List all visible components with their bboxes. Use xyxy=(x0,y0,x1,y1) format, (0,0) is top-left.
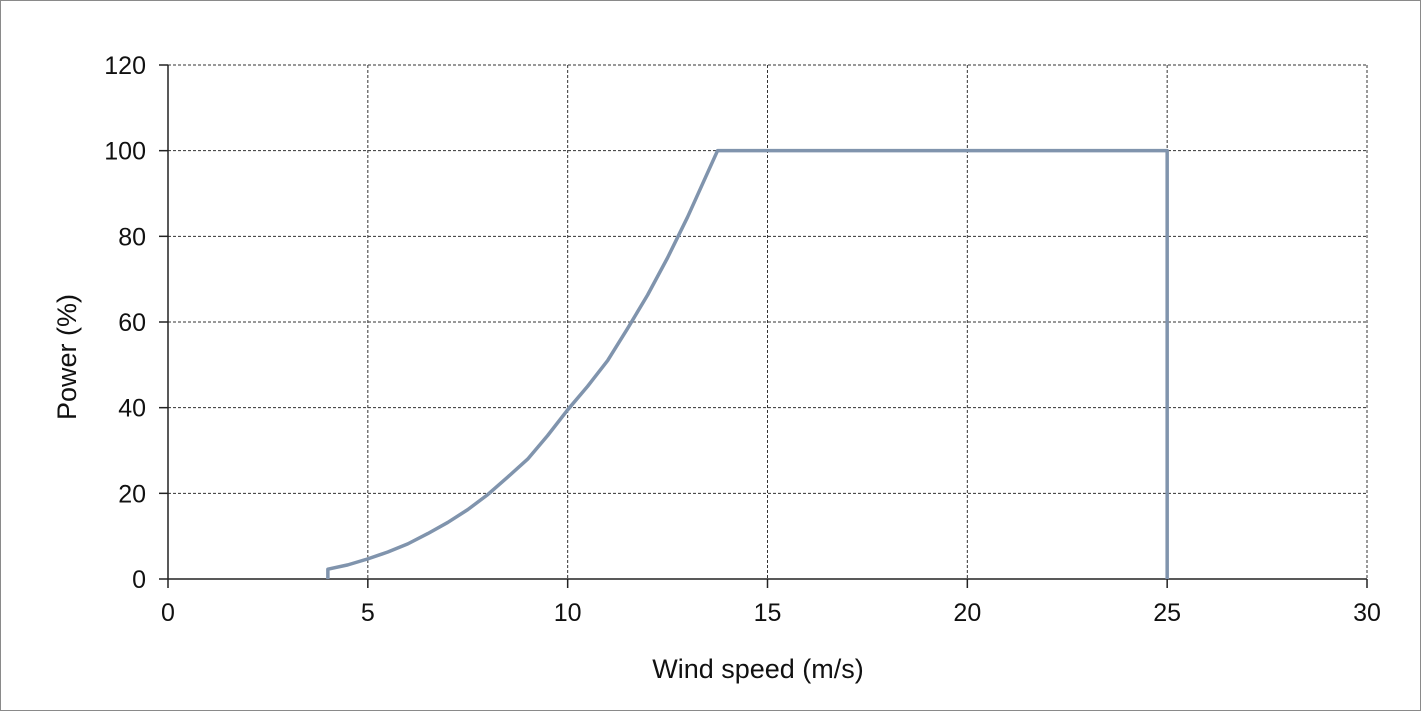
x-tick-label: 10 xyxy=(554,599,582,627)
y-tick-label: 20 xyxy=(118,480,146,508)
y-tick-label: 40 xyxy=(118,395,146,423)
y-tick-label: 120 xyxy=(104,52,146,80)
power-curve-line xyxy=(326,148,1169,579)
x-tick-label: 15 xyxy=(754,599,782,627)
y-tick-label: 80 xyxy=(118,223,146,251)
y-tick-label: 60 xyxy=(118,309,146,337)
y-tick-label: 0 xyxy=(132,566,146,594)
x-tick-label: 25 xyxy=(1153,599,1181,627)
y-axis-title: Power (%) xyxy=(52,294,82,420)
x-axis-title: Wind speed (m/s) xyxy=(652,654,864,684)
x-tick-label: 20 xyxy=(953,599,981,627)
y-tick-label: 100 xyxy=(104,138,146,166)
x-tick-label: 5 xyxy=(361,599,375,627)
x-tick-label: 0 xyxy=(161,599,175,627)
x-tick-label: 30 xyxy=(1353,599,1381,627)
